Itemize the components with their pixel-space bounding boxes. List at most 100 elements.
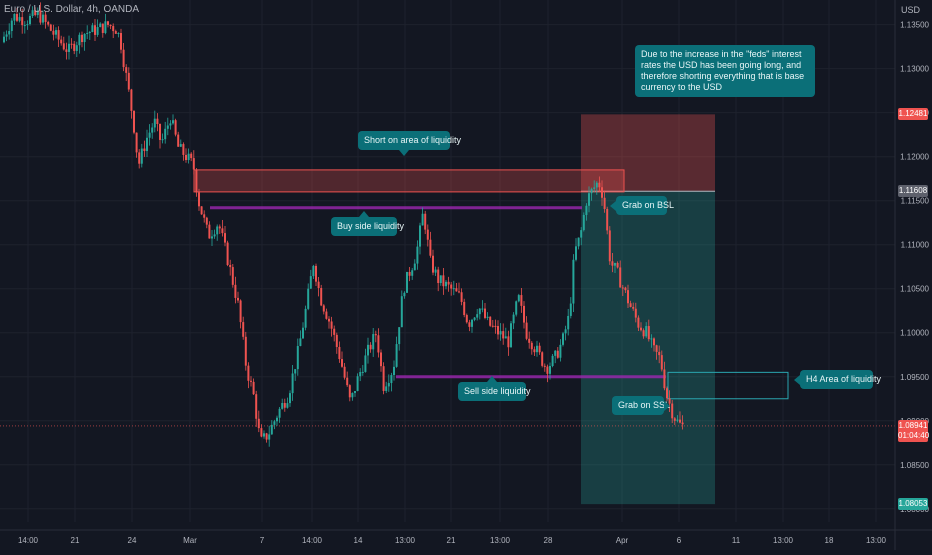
candle-body [182,144,185,155]
price-tick-label: 1.13000 [900,65,929,74]
candle-body [679,419,681,423]
candle-body [242,322,245,337]
grab-bsl-callout[interactable]: Grab on BSL [610,196,674,215]
candle-body [455,288,458,292]
candle-body [543,365,546,367]
candle-body [632,306,635,309]
candle-body [346,377,349,386]
candle-body [31,10,34,16]
candle-body [367,344,369,356]
candle-body [177,134,180,147]
candle-body [325,311,328,319]
candle-body [52,30,55,35]
candle-body [81,34,83,43]
candle-body [580,230,583,238]
candle-body [528,338,531,343]
candle-body [426,229,429,240]
candle-body [122,49,125,68]
candle-body [424,213,427,230]
candle-body [218,226,221,229]
grab-bsl-callout-text: Grab on BSL [622,200,675,210]
candle-body [515,301,518,315]
h4-area-callout-text: H4 Area of liquidity [806,374,882,384]
candle-body [294,369,297,374]
symbol-title[interactable]: Euro / U.S. Dollar, 4h, OANDA [4,4,140,15]
candle-body [614,262,616,266]
candle-body [676,419,679,421]
h4-area-callout[interactable]: H4 Area of liquidity [794,370,881,389]
time-tick-label: 21 [447,536,456,545]
feds-callout[interactable]: Due to the increase in the "feds" intere… [635,45,815,97]
sell-side-callout[interactable]: Sell side liquidity [458,376,531,401]
short-zone [193,169,625,193]
buy-side-callout[interactable]: Buy side liquidity [331,211,404,236]
candle-body [335,334,338,347]
candle-body [655,345,658,352]
candle-body [627,290,629,304]
currency-label: USD [900,5,920,15]
candle-body [640,327,642,331]
candle-body [650,338,653,340]
candle-body [307,288,310,309]
time-tick-label: Apr [616,536,629,545]
candle-body [647,326,650,340]
candle-body [403,292,406,297]
price-tag: 1.08941 01:04:40 [898,419,930,442]
candle-body [452,288,455,290]
candle-body [629,303,632,307]
candle-body [361,371,364,373]
candle-body [549,366,551,374]
grid-lines [0,0,895,522]
candle-body [75,45,78,51]
candle-body [5,34,8,37]
drawing-zones [0,114,895,505]
candle-body [541,352,544,366]
candle-body [486,316,489,318]
candle-body [582,214,585,231]
candle-body [663,369,666,389]
candle-body [234,284,237,298]
candle-body [112,26,115,32]
candle-body [286,403,289,408]
candle-body [385,386,388,391]
candle-body [164,128,167,140]
candle-body [476,314,479,318]
candle-body [559,344,562,358]
candle-body [166,125,169,129]
candle-body [39,10,42,23]
candle-body [130,89,133,111]
candle-body [624,287,627,291]
candle-body [263,433,265,437]
candle-body [198,192,200,207]
candle-body [372,334,375,350]
time-tick-label: 13:00 [773,536,794,545]
candle-body [398,327,401,345]
candle-body [117,33,120,35]
candle-body [341,359,343,367]
candle-body [575,246,577,260]
short-callout[interactable]: Short on area of liquidity [358,131,461,156]
grab-ssl-callout[interactable]: Grab on SSL [612,396,670,415]
price-tick-label: 1.08500 [900,461,929,470]
candle-body [538,345,541,353]
candle-body [546,366,549,374]
candle-body [601,187,603,198]
candle-body [681,422,684,425]
candle-body [434,269,437,273]
candle-body [567,315,570,330]
candle-body [369,344,372,350]
candle-body [156,118,159,125]
candle-body [499,331,502,335]
candle-body [400,296,403,328]
candle-body [216,226,219,235]
sell-side-liquidity-line [396,375,666,379]
candle-body [143,148,146,152]
candle-body [658,351,661,356]
candle-body [458,291,460,293]
candle-body [203,214,206,218]
feds-callout-text: Due to the increase in the "feds" intere… [641,49,805,92]
candle-body [445,281,447,287]
candle-body [62,43,65,50]
